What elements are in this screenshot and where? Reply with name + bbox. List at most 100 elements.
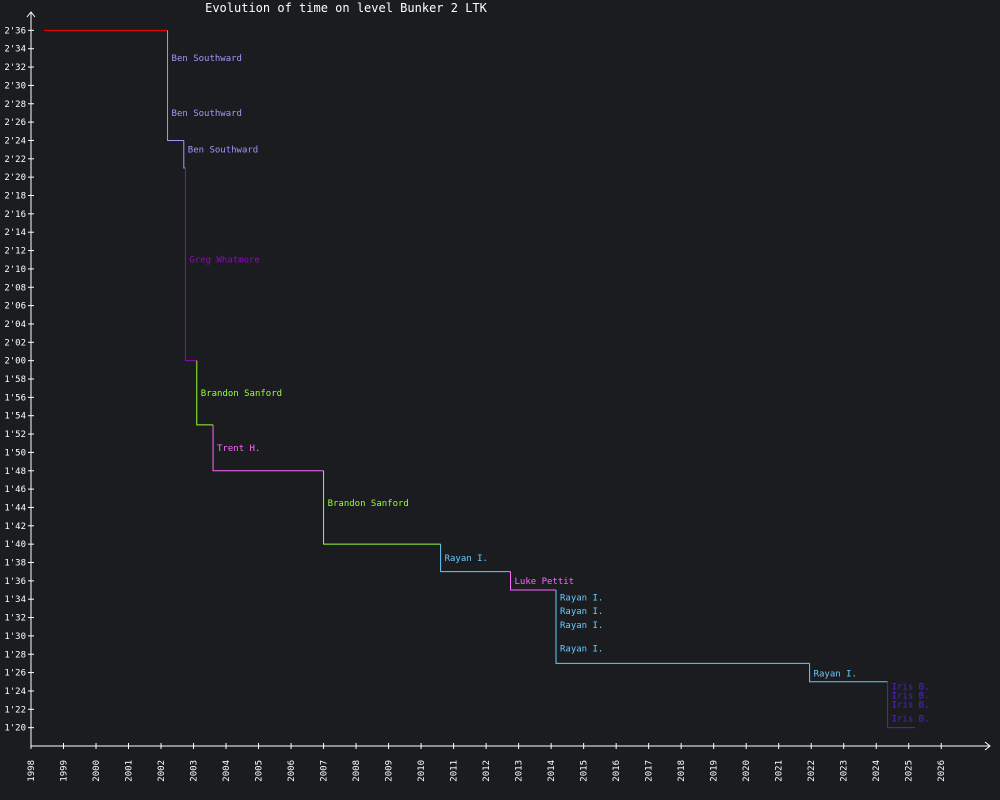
y-tick-label: 2'10 [4,265,26,275]
chart-title: Evolution of time on level Bunker 2 LTK [205,1,488,15]
y-tick-label: 2'30 [4,81,26,91]
record-step [212,424,324,472]
x-tick-label: 2010 [417,760,427,782]
y-tick-label: 2'16 [4,210,26,220]
record-holder-label: Rayan I. [560,645,603,655]
y-tick-label: 1'22 [4,705,26,715]
record-holder-label: Ben Southward [172,54,242,64]
x-tick-label: 2001 [125,760,135,782]
y-tick-label: 2'32 [4,63,26,73]
y-tick-label: 1'32 [4,614,26,624]
y-tick-label: 1'44 [4,503,26,513]
y-tick-label: 1'40 [4,540,26,550]
record-holder-label: Ben Southward [172,109,242,119]
x-tick-label: 2009 [385,760,395,782]
y-tick-label: 1'36 [4,577,26,587]
x-tick-label: 2012 [482,760,492,782]
y-tick-label: 2'00 [4,357,26,367]
y-tick-label: 1'26 [4,669,26,679]
y-tick-label: 2'08 [4,283,26,293]
x-tick-label: 2026 [937,760,947,782]
y-tick-label: 1'52 [4,430,26,440]
record-series [44,29,916,729]
y-tick-label: 1'28 [4,650,26,660]
y-tick-label: 2'26 [4,118,26,128]
y-tick-label: 1'24 [4,687,26,697]
record-step [183,140,186,169]
record-step [323,470,441,545]
x-tick-label: 2024 [872,760,882,782]
y-tick-label: 2'20 [4,173,26,183]
x-tick-label: 2004 [222,760,232,782]
x-tick-label: 2006 [287,760,297,782]
x-tick-label: 2011 [450,760,460,782]
record-holder-label: Iris B. [892,701,930,711]
record-holder-label: Trent H. [217,444,260,454]
record-step [167,94,184,141]
y-tick-label: 2'14 [4,228,26,238]
record-holder-label: Rayan I. [445,554,488,564]
x-axis-arrow [984,741,991,751]
x-tick-label: 2000 [92,760,102,782]
y-tick-label: 1'42 [4,522,26,532]
x-tick-label: 2020 [742,760,752,782]
x-tick-label: 2007 [320,760,330,782]
record-step [809,663,888,683]
x-tick-label: 2018 [677,760,687,782]
y-tick-label: 2'28 [4,100,26,110]
x-tick-label: 2005 [255,760,265,782]
x-tick-label: 2015 [580,760,590,782]
record-step [184,167,197,362]
y-tick-label: 2'22 [4,155,26,165]
y-tick-label: 2'24 [4,136,26,146]
y-tick-label: 2'18 [4,192,26,202]
x-axis-ticks: 1998 1999 2000 2001 2002 2003 2004 2005 2006 2007… [27,743,947,782]
record-holder-label: Iris B. [892,692,930,702]
x-tick-label: 1999 [60,760,70,782]
y-axis-arrow [26,11,36,18]
record-step [555,645,810,664]
record-holder-label: Rayan I. [560,593,603,603]
y-tick-label: 1'46 [4,485,26,495]
y-tick-label: 1'48 [4,467,26,477]
x-tick-label: 2002 [157,760,167,782]
y-tick-label: 1'50 [4,448,26,458]
record-holder-label: Brandon Sanford [201,389,282,399]
record-step [196,360,214,426]
x-tick-label: 2023 [840,760,850,782]
y-tick-label: 2'34 [4,45,26,55]
x-tick-label: 2016 [612,760,622,782]
record-holder-label: Luke Pettit [515,577,575,587]
record-step [440,544,511,573]
record-step [887,718,916,729]
y-tick-label: 2'12 [4,247,26,257]
y-tick-label: 1'20 [4,724,26,734]
y-tick-label: 2'02 [4,338,26,348]
y-tick-label: 1'54 [4,412,26,422]
record-holder-label: Brandon Sanford [328,499,409,509]
x-tick-label: 2025 [905,760,915,782]
y-tick-label: 1'56 [4,393,26,403]
x-tick-label: 2008 [352,760,362,782]
y-tick-label: 1'30 [4,632,26,642]
x-tick-label: 2013 [515,760,525,782]
record-step [510,571,557,591]
x-tick-label: 1998 [27,760,37,782]
record-holder-label: Iris B. [892,682,930,692]
x-tick-label: 2022 [807,760,817,782]
y-axis-ticks: 1'20 1'22 1'24 1'26 1'28 1'30 1'32 1'34 1'36 1'38… [4,26,34,734]
x-tick-label: 2019 [710,760,720,782]
x-tick-label: 2003 [190,760,200,782]
y-tick-label: 2'04 [4,320,26,330]
x-tick-label: 2017 [645,760,655,782]
y-tick-label: 2'06 [4,302,26,312]
record-holder-label: Rayan I. [560,621,603,631]
y-tick-label: 2'36 [4,26,26,36]
y-tick-label: 1'58 [4,375,26,385]
y-tick-label: 1'38 [4,559,26,569]
x-tick-label: 2021 [775,760,785,782]
record-holder-label: Rayan I. [560,607,603,617]
chart-axes [26,11,991,751]
record-holder-label: Iris B. [892,714,930,724]
